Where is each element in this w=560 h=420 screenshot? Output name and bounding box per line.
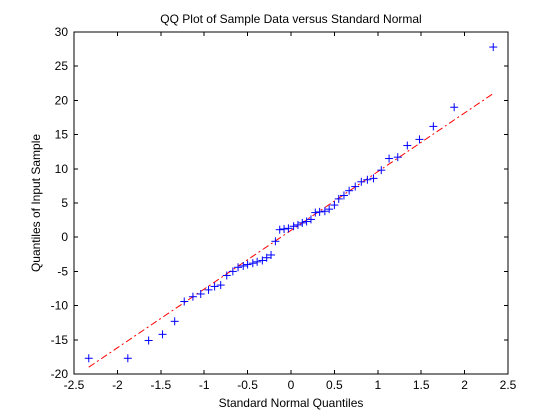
data-point [280, 224, 289, 233]
data-point [325, 205, 334, 214]
data-point [306, 215, 315, 224]
data-point [204, 285, 213, 294]
x-tick-label: 1 [374, 378, 381, 392]
x-axis-label: Standard Normal Quantiles [219, 396, 364, 410]
data-point [429, 122, 438, 131]
data-point [289, 222, 298, 231]
data-point [170, 317, 179, 326]
x-tick-label: 0 [288, 378, 295, 392]
x-tick-label: 2.5 [500, 378, 517, 392]
data-point [357, 177, 366, 186]
y-tick-label: 20 [55, 93, 69, 107]
data-point [330, 201, 339, 210]
data-point [315, 207, 324, 216]
x-tick-label: 0.5 [326, 378, 343, 392]
data-point [234, 263, 243, 272]
data-point [271, 237, 280, 246]
x-ticks-layer: -2.5 -2 -1.5 -1 -0.5 0 0.5 1 1.5 2 2.5 [64, 32, 517, 392]
y-tick-label: -20 [51, 367, 69, 381]
data-point [248, 259, 257, 268]
data-point [222, 271, 231, 280]
y-tick-label: 10 [55, 162, 69, 176]
data-point [284, 224, 293, 233]
y-axis-label: Quantiles of Input Sample [29, 134, 43, 272]
data-point [228, 267, 237, 276]
data-points-layer [84, 43, 498, 363]
chart-title: QQ Plot of Sample Data versus Standard N… [160, 12, 421, 26]
data-point [385, 154, 394, 163]
reference-line-layer [88, 93, 494, 368]
x-tick-label: -2.5 [64, 378, 85, 392]
x-tick-label: -0.5 [237, 378, 258, 392]
data-point [345, 186, 354, 195]
data-point [239, 261, 248, 270]
data-point [311, 208, 320, 217]
y-tick-label: 0 [61, 230, 68, 244]
x-tick-label: -1.5 [150, 378, 171, 392]
data-point [216, 281, 225, 290]
x-tick-label: 1.5 [413, 378, 430, 392]
y-tick-label: 25 [55, 59, 69, 73]
reference-line [88, 93, 494, 368]
y-tick-label: -10 [51, 299, 69, 313]
data-point [180, 297, 189, 306]
data-point [158, 330, 167, 339]
data-point [377, 166, 386, 175]
x-tick-label: 2 [461, 378, 468, 392]
data-point [258, 256, 267, 265]
data-point [188, 292, 197, 301]
data-point [403, 141, 412, 150]
x-tick-label: -2 [112, 378, 123, 392]
data-point [450, 103, 459, 112]
y-ticks-layer: -20 -15 -10 -5 0 5 10 15 20 25 30 [51, 25, 508, 381]
data-point [123, 354, 132, 363]
y-tick-label: 5 [61, 196, 68, 210]
data-point [351, 182, 360, 191]
y-tick-label: -5 [57, 264, 68, 278]
data-point [363, 175, 372, 184]
data-point [144, 336, 153, 345]
data-point [293, 220, 302, 229]
data-point [298, 218, 307, 227]
data-point [320, 207, 329, 216]
y-tick-label: 30 [55, 25, 69, 39]
y-tick-label: 15 [55, 128, 69, 142]
data-point [275, 225, 284, 234]
data-point [243, 260, 252, 269]
x-tick-label: -1 [199, 378, 210, 392]
data-point [196, 289, 205, 298]
data-point [415, 135, 424, 144]
data-point [339, 191, 348, 200]
y-tick-label: -15 [51, 333, 69, 347]
data-point [267, 250, 276, 259]
data-point [489, 43, 498, 52]
data-point [302, 217, 311, 226]
data-point [210, 282, 219, 291]
data-point [84, 354, 93, 363]
data-point [369, 174, 378, 183]
data-point [253, 257, 262, 266]
data-point [262, 253, 271, 262]
data-point [393, 153, 402, 162]
plot-area [74, 32, 508, 374]
data-point [334, 194, 343, 203]
